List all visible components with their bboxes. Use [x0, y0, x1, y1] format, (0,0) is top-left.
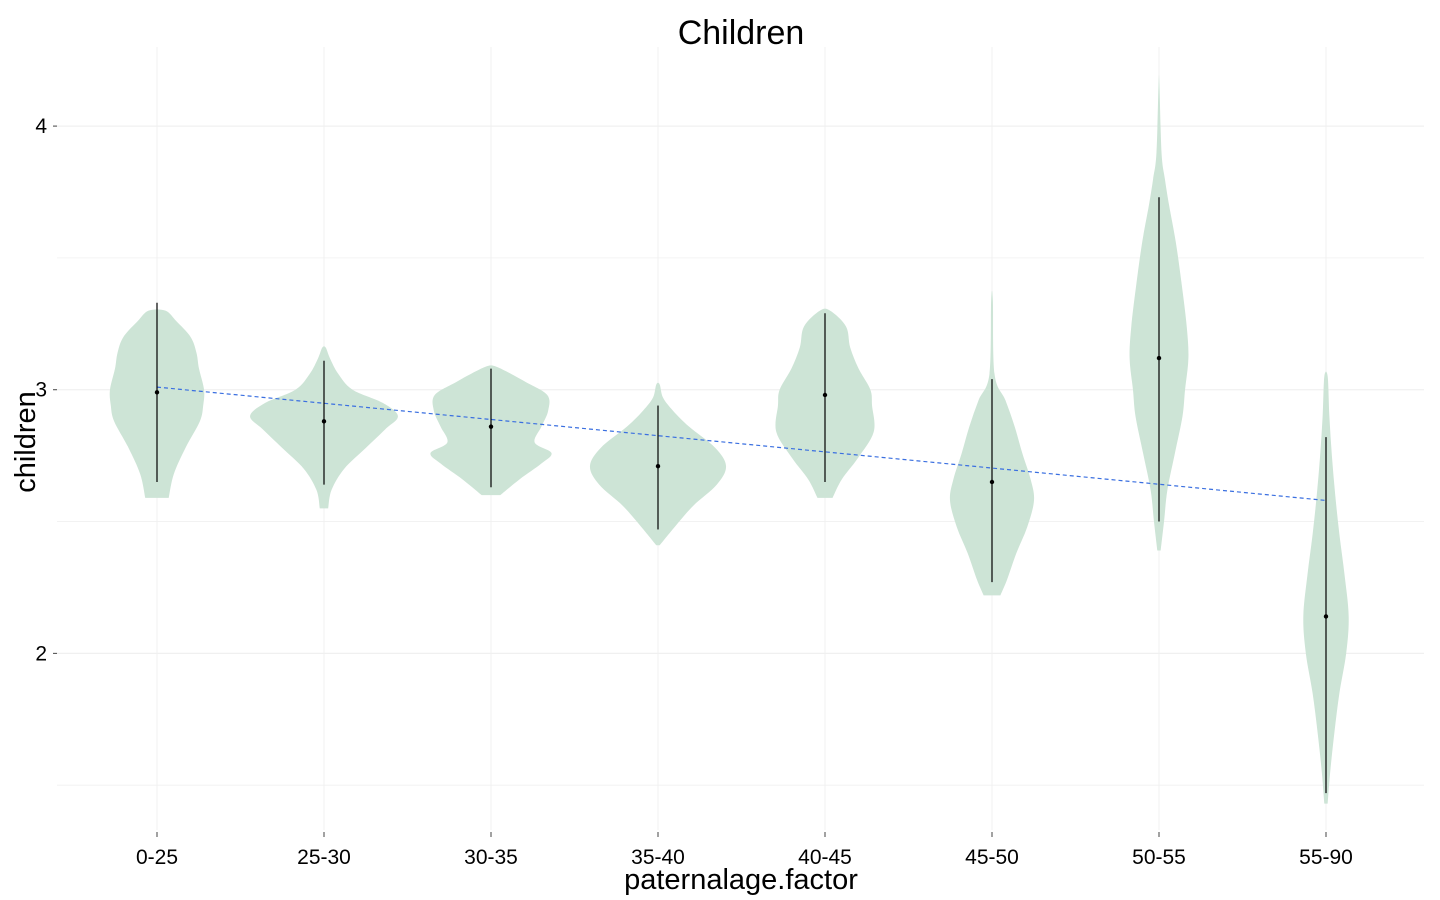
mean-point-35-40	[655, 463, 661, 469]
y-tick-label: 2	[35, 642, 47, 665]
violin-layer	[109, 75, 1349, 804]
mean-point-25-30	[321, 419, 327, 424]
x-axis: 0-25 25-30 30-35 35-40 40-45 45-50 50-55 55-90	[136, 832, 1353, 869]
x-tick-label: 50-55	[1132, 846, 1186, 869]
x-tick-label: 55-90	[1299, 846, 1353, 869]
x-axis-label: paternalage.factor	[624, 864, 858, 896]
chart-title: Children	[678, 14, 805, 52]
mean-point-55-90	[1323, 614, 1329, 619]
y-tick-label: 3	[35, 379, 47, 402]
y-axis: 2 3 4	[35, 115, 57, 665]
y-axis-label: children	[10, 391, 42, 493]
x-tick-label: 0-25	[136, 846, 178, 869]
summary-layer	[154, 197, 1329, 794]
x-tick-label: 35-40	[631, 846, 685, 869]
x-tick-label: 25-30	[297, 846, 351, 869]
mean-point-40-45	[822, 392, 828, 398]
mean-point-0-25	[154, 390, 160, 395]
x-tick-label: 45-50	[965, 846, 1019, 869]
mean-point-30-35	[488, 424, 494, 429]
y-tick-label: 4	[35, 115, 47, 138]
mean-point-45-50	[989, 479, 995, 485]
x-tick-label: 40-45	[798, 846, 852, 869]
x-tick-label: 30-35	[464, 846, 518, 869]
grid-lines	[57, 47, 1424, 830]
mean-point-50-55	[1156, 355, 1162, 361]
